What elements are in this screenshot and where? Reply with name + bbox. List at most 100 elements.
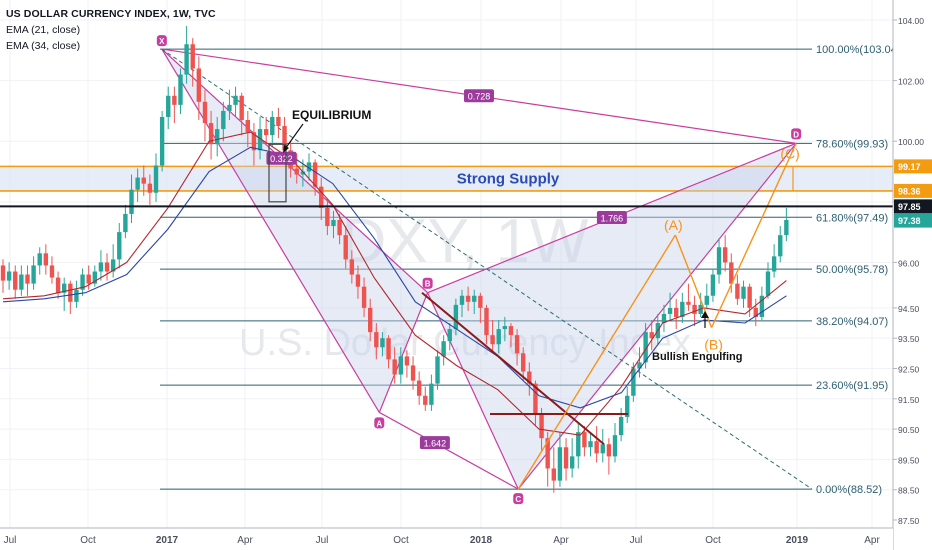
candle-body <box>276 116 281 127</box>
candle-body <box>68 283 73 302</box>
candle-body <box>184 44 189 75</box>
candle-body <box>661 313 667 324</box>
price-tick-label: 96.00 <box>898 258 920 268</box>
candle-body <box>472 295 477 302</box>
candle-body <box>563 447 569 469</box>
candle-body <box>521 353 526 372</box>
candles <box>0 26 789 493</box>
downtrend-line <box>421 291 605 446</box>
candle-body <box>478 295 483 308</box>
fibonacci-levels: 100.00%(103.04) 78.60%(99.93) 61.80%(97.49… <box>160 44 900 496</box>
fib-label: 78.60%(99.93) <box>816 138 888 150</box>
candle-body <box>606 444 612 457</box>
candle-body <box>729 262 734 284</box>
candle-body <box>221 110 226 130</box>
fib-label: 61.80%(97.49) <box>816 212 888 224</box>
fib-label: 0.00%(88.52) <box>816 484 882 496</box>
pattern-fill-bcd <box>427 143 797 490</box>
price-badge-text: 99.17 <box>898 162 921 172</box>
candle-body <box>649 332 654 339</box>
candle-body <box>80 274 85 290</box>
candle-body <box>19 274 24 290</box>
candle-body <box>208 123 214 145</box>
marker-badge <box>156 35 167 47</box>
time-tick-label: Oct <box>705 535 721 546</box>
candle-body <box>257 129 263 151</box>
leg-cd <box>517 142 797 490</box>
price-tick-label: 91.50 <box>898 395 920 405</box>
candle-body <box>147 183 153 193</box>
candle-body <box>631 368 636 396</box>
candle-body <box>778 235 783 257</box>
candle-body <box>270 116 275 136</box>
candle-body <box>282 126 287 151</box>
candle-body <box>123 213 128 233</box>
candle-body <box>110 259 116 272</box>
price-tick-label: 93.50 <box>898 334 920 344</box>
candle-body <box>361 286 367 308</box>
annotations: EQUILIBRIUM Bullish Engulfing <box>268 108 742 363</box>
abc-label-a: (A) <box>664 217 683 233</box>
candle-body <box>722 247 728 263</box>
candle-body <box>233 95 238 105</box>
candle-body <box>294 168 299 175</box>
time-tick-label: Jul <box>4 535 17 546</box>
candle-body <box>227 104 232 111</box>
time-tick-label: 2019 <box>786 535 809 546</box>
time-tick-label: 2017 <box>156 535 179 546</box>
price-axis: 104.00102.00100.0098.0096.0094.5093.5092… <box>892 0 932 550</box>
candle-body <box>747 286 752 308</box>
watermark: DXY, 1WU.S. Dollar Currency Index <box>239 207 691 364</box>
candle-body <box>343 235 348 260</box>
candle-body <box>704 295 709 305</box>
candle-body <box>416 380 422 396</box>
chart-legend: US DOLLAR CURRENCY INDEX, 1W, TVC EMA (2… <box>6 6 216 54</box>
candle-body <box>172 95 177 105</box>
price-tick-label: 100.00 <box>898 137 924 147</box>
candle-body <box>190 44 195 69</box>
price-tick-label: 94.50 <box>898 304 920 314</box>
candle-body <box>104 262 110 272</box>
price-tick-label: 92.50 <box>898 364 920 374</box>
equilibrium-arrowhead <box>283 145 289 153</box>
candle-body <box>686 301 691 305</box>
pattern-markers: X A B C D <box>156 35 802 505</box>
candle-body <box>159 116 165 166</box>
candle-body <box>423 395 428 405</box>
candle-body <box>55 277 61 293</box>
candle-body <box>429 383 434 405</box>
candle-body <box>465 295 471 302</box>
abc-label-b: (B) <box>704 337 723 353</box>
candle-body <box>49 265 55 278</box>
ratio-badge <box>266 151 297 165</box>
engulfing-arrowhead <box>701 311 709 318</box>
equilibrium-arrow <box>284 123 304 150</box>
candle-body <box>355 274 361 287</box>
candle-body <box>245 120 250 133</box>
ratio-text: 0.322 <box>270 154 293 164</box>
time-tick-label: 2018 <box>470 535 493 546</box>
candle-body <box>539 413 544 439</box>
ema21-line <box>2 131 787 436</box>
candle-body <box>37 253 42 266</box>
candle-body <box>404 356 410 366</box>
candle-body <box>98 262 104 272</box>
candle-body <box>129 189 134 214</box>
candle-body <box>263 129 269 136</box>
time-tick-label: Oct <box>393 535 409 546</box>
fib-label: 23.60%(91.95) <box>816 380 888 392</box>
price-tick-label: 104.00 <box>898 16 924 26</box>
ratio-badge <box>419 436 450 450</box>
candle-body <box>784 220 789 236</box>
candle-body <box>374 332 379 348</box>
candle-body <box>637 362 642 369</box>
candle-body <box>31 265 36 284</box>
candle-body <box>300 171 306 175</box>
ratio-text: 1.766 <box>601 214 624 224</box>
price-badge-text: 97.85 <box>898 202 921 212</box>
candle-body <box>410 365 416 381</box>
candle-body <box>135 177 140 190</box>
ema34-line <box>2 146 787 409</box>
price-badge-text: 98.36 <box>898 186 921 196</box>
time-axis-bg <box>0 528 893 550</box>
